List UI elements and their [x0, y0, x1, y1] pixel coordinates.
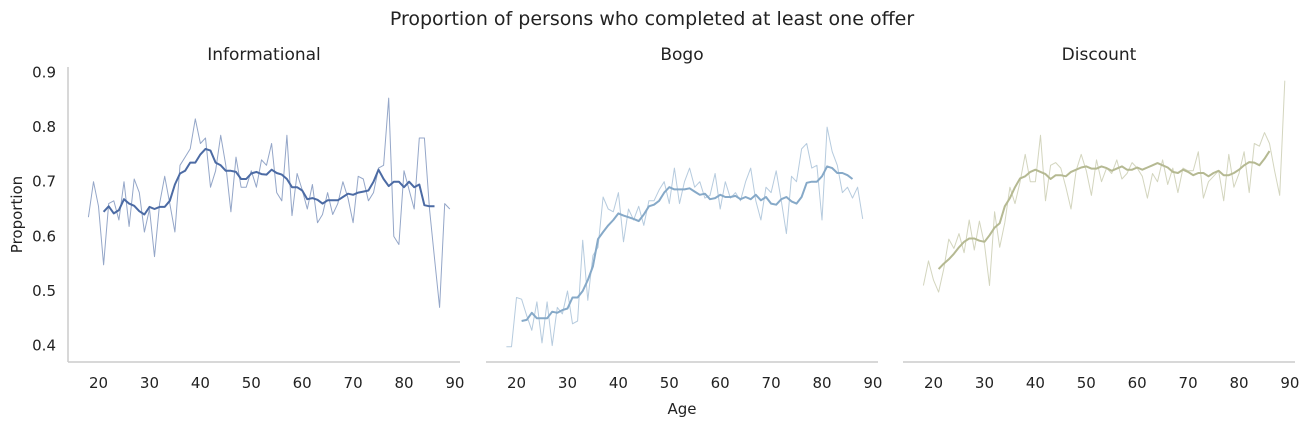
x-tick-label: 80 — [812, 374, 831, 392]
y-tick-label: 0.5 — [32, 282, 56, 300]
y-tick-label: 0.7 — [32, 173, 56, 191]
x-tick-label: 40 — [609, 374, 628, 392]
figure-title: Proportion of persons who completed at l… — [390, 8, 915, 30]
x-tick-label: 50 — [242, 374, 261, 392]
y-tick-label: 0.6 — [32, 227, 56, 245]
panel-informational: Informational 20 30 40 50 60 70 80 90 0.4 0.5 0.6 0.… — [8, 45, 464, 392]
panel-title: Informational — [207, 45, 321, 65]
x-tick-label: 50 — [660, 374, 679, 392]
raw-series-line — [506, 126, 864, 348]
y-tick-label: 0.8 — [32, 118, 56, 136]
x-tick-label: 90 — [863, 374, 882, 392]
smoothed-series-line — [937, 150, 1271, 270]
smoothed-series-line — [102, 147, 435, 216]
panel-bogo: Bogo 20 30 40 50 60 70 80 90 Age — [486, 45, 882, 418]
x-tick-label: 50 — [1077, 374, 1096, 392]
x-tick-label: 90 — [445, 374, 464, 392]
x-tick-label: 80 — [394, 374, 413, 392]
raw-series-line — [922, 80, 1286, 293]
x-tick-label: 30 — [975, 374, 994, 392]
y-tick-label: 0.9 — [32, 63, 56, 81]
x-tick-label: 60 — [1128, 374, 1147, 392]
x-tick-label: 90 — [1280, 374, 1299, 392]
x-tick-label: 70 — [344, 374, 363, 392]
x-tick-label: 20 — [924, 374, 943, 392]
x-tick-label: 20 — [89, 374, 108, 392]
x-tick-label: 60 — [711, 374, 730, 392]
panel-title: Bogo — [660, 45, 703, 65]
x-tick-label: 20 — [507, 374, 526, 392]
panel-title: Discount — [1062, 45, 1137, 65]
x-tick-label: 70 — [1179, 374, 1198, 392]
y-tick-label: 0.4 — [32, 337, 56, 355]
y-axis-label: Proportion — [8, 176, 26, 253]
x-tick-label: 60 — [293, 374, 312, 392]
raw-series-line — [87, 97, 451, 308]
x-tick-label: 30 — [558, 374, 577, 392]
x-tick-label: 40 — [1026, 374, 1045, 392]
x-tick-label: 40 — [191, 374, 210, 392]
x-tick-label: 30 — [140, 374, 159, 392]
x-tick-label: 70 — [762, 374, 781, 392]
x-axis-label: Age — [667, 400, 696, 418]
panel-discount: Discount 20 30 40 50 60 70 80 90 — [903, 45, 1299, 392]
smoothed-series-line — [521, 165, 854, 322]
x-tick-label: 80 — [1229, 374, 1248, 392]
